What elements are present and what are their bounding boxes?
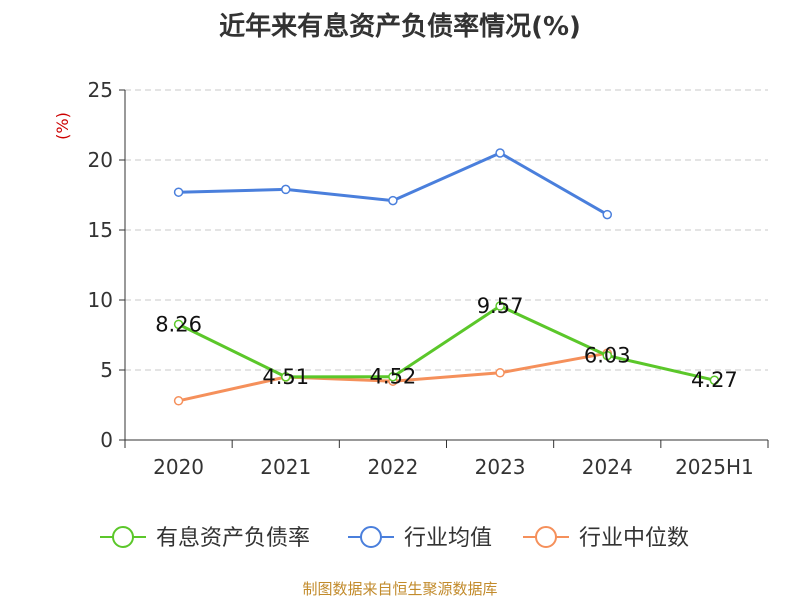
y-tick-label: 15: [88, 218, 113, 242]
legend-marker: [535, 526, 557, 548]
y-axis-label: (%): [53, 112, 72, 140]
data-point: [495, 148, 505, 158]
y-tick-label: 10: [88, 288, 113, 312]
data-label: 8.26: [155, 312, 202, 336]
legend-marker: [360, 526, 382, 548]
legend-label: 行业均值: [404, 526, 492, 551]
data-point: [173, 396, 184, 406]
series-lines: [173, 148, 720, 406]
x-tick-label: 2025H1: [675, 455, 754, 479]
data-point: [602, 350, 612, 361]
series-line: [178, 151, 608, 216]
data-labels: 8.26 4.51 4.52 9.57 6.03 4.27: [155, 294, 738, 392]
data-label: 4.27: [691, 368, 738, 392]
data-point: [495, 368, 505, 378]
y-tick-label: 5: [100, 358, 113, 382]
data-point: [281, 372, 291, 382]
x-tick-label: 2023: [475, 455, 526, 479]
data-point: [388, 371, 398, 382]
data-label: 6.03: [584, 344, 631, 368]
data-label: 9.57: [477, 294, 524, 318]
series-line: [177, 304, 715, 382]
axes: 0 5 10 15 20 25 2020 2021 2022 2023 2024 2025H1 (%): [53, 78, 769, 479]
data-point: [709, 375, 720, 385]
data-label: 4.51: [262, 365, 309, 389]
x-tick-label: 2021: [260, 455, 311, 479]
legend-label: 有息资产负债率: [156, 526, 310, 551]
x-tick-label: 2022: [367, 455, 418, 479]
legend-marker: [112, 526, 134, 548]
data-label: 4.52: [370, 365, 417, 389]
grid-lines: [125, 89, 768, 371]
data-point: [602, 209, 612, 220]
x-tick-label: 2020: [153, 455, 204, 479]
data-point: [495, 301, 505, 311]
chart-title: 近年来有息资产负债率情况(%): [219, 12, 581, 42]
legend-label: 行业中位数: [579, 526, 689, 551]
legend: 有息资产负债率 行业均值 行业中位数: [100, 526, 689, 551]
data-point: [173, 319, 184, 330]
data-point: [173, 187, 184, 197]
y-tick-label: 20: [88, 148, 113, 172]
data-point: [281, 184, 291, 195]
source-note: 制图数据来自恒生聚源数据库: [302, 580, 498, 598]
data-point: [388, 195, 398, 206]
x-tick-label: 2024: [582, 455, 633, 479]
y-tick-label: 0: [100, 428, 113, 452]
y-tick-label: 25: [88, 78, 113, 102]
